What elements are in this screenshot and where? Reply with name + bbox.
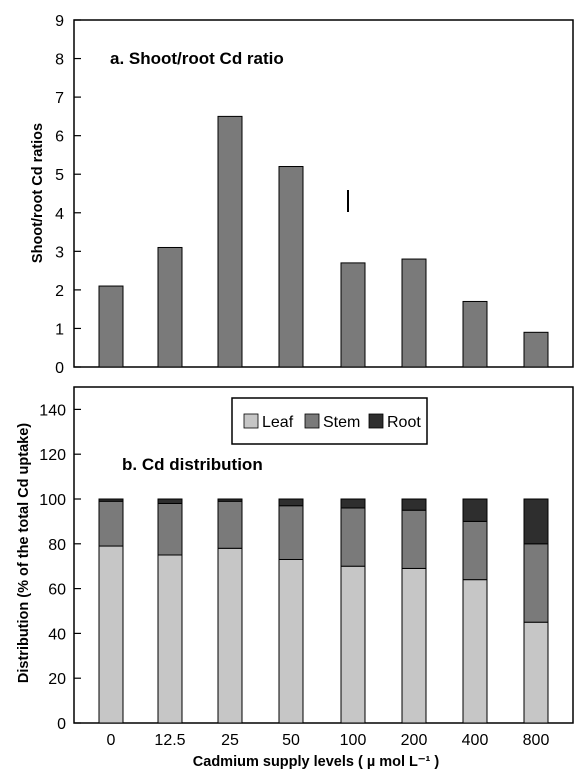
- bar-root-100: [340, 498, 366, 509]
- legend-label-leaf: Leaf: [262, 414, 294, 431]
- legend-swatch-root: [368, 413, 384, 429]
- panel-a-ytick-label: 5: [55, 167, 64, 184]
- x-tick-label: 800: [523, 732, 550, 749]
- panel-a-ytick-label: 9: [55, 13, 64, 30]
- legend-box: [231, 397, 428, 445]
- bar-leaf-400: [462, 579, 488, 724]
- bar-ratio-800: [523, 331, 549, 368]
- panel-b-ytick-label: 60: [48, 582, 66, 599]
- bar-ratio-50: [278, 166, 304, 368]
- bar-stem-200: [401, 509, 427, 569]
- bar-root-0: [98, 498, 124, 502]
- panel-a-ytick-label: 2: [55, 283, 64, 300]
- panel-a-ytick-label: 4: [55, 206, 64, 223]
- legend-label-root: Root: [387, 414, 421, 431]
- panel-a-ytick-label: 0: [55, 360, 64, 377]
- panel-b: b. Cd distribution Distribution (% of th…: [16, 386, 574, 770]
- bar-root-25: [217, 498, 243, 502]
- bar-stem-400: [462, 520, 488, 581]
- panel-a-ytick-label: 8: [55, 52, 64, 69]
- panel-a-frame: [73, 19, 574, 368]
- bar-leaf-25: [217, 547, 243, 724]
- panel-b-frame: [73, 386, 574, 724]
- panel-a-ytick-label: 7: [55, 90, 64, 107]
- panel-b-ytick-label: 0: [57, 716, 66, 733]
- bar-ratio-12.5: [157, 246, 183, 368]
- bar-root-50: [278, 498, 304, 507]
- bar-ratio-400: [462, 300, 488, 368]
- bar-stem-0: [98, 500, 124, 547]
- panel-b-ytick-label: 40: [48, 626, 66, 643]
- legend-swatch-stem: [304, 413, 320, 429]
- bar-root-400: [462, 498, 488, 522]
- x-axis-title: Cadmium supply levels ( µ mol L⁻¹ ): [193, 754, 440, 770]
- x-tick-label: 50: [282, 732, 300, 749]
- panel-b-title: b. Cd distribution: [122, 455, 263, 474]
- panel-a-ytick-label: 3: [55, 244, 64, 261]
- bar-stem-100: [340, 507, 366, 567]
- panel-a-ytick-label: 6: [55, 129, 64, 146]
- panel-b-ytick-label: 100: [39, 492, 66, 509]
- x-tick-label: 200: [401, 732, 428, 749]
- panel-a: a. Shoot/root Cd ratio Shoot/root Cd rat…: [30, 13, 574, 377]
- bar-ratio-25: [217, 115, 243, 368]
- panel-b-ytick-label: 120: [39, 447, 66, 464]
- bar-root-200: [401, 498, 427, 511]
- panel-a-bars: [98, 115, 549, 368]
- panel-b-y-axis: 0 20 40 60 80 100 120 140: [39, 402, 81, 733]
- bar-ratio-100: [340, 262, 366, 368]
- bar-leaf-50: [278, 558, 304, 724]
- bar-root-800: [523, 498, 549, 545]
- panel-b-ylabel: Distribution (% of the total Cd uptake): [16, 423, 32, 683]
- x-tick-label: 0: [107, 732, 116, 749]
- panel-b-bars: [98, 498, 549, 724]
- bar-stem-50: [278, 505, 304, 560]
- x-tick-label: 25: [221, 732, 239, 749]
- legend: Leaf Stem Root: [231, 397, 428, 445]
- bar-stem-25: [217, 500, 243, 549]
- bar-leaf-12.5: [157, 554, 183, 724]
- panel-a-ytick-label: 1: [55, 321, 64, 338]
- panel-a-ylabel: Shoot/root Cd ratios: [30, 123, 46, 263]
- bar-stem-800: [523, 543, 549, 623]
- bar-leaf-0: [98, 545, 124, 724]
- bar-leaf-800: [523, 621, 549, 724]
- legend-swatch-leaf: [243, 413, 259, 429]
- panel-b-ytick-label: 140: [39, 402, 66, 419]
- panel-a-y-axis: 0 1 2 3 4 5 6 7 8 9: [55, 13, 81, 377]
- bar-stem-12.5: [157, 502, 183, 556]
- x-axis-categories: 0 12.5 25 50 100 200 400 800: [107, 732, 550, 749]
- x-tick-label: 100: [340, 732, 367, 749]
- x-tick-label: 400: [462, 732, 489, 749]
- legend-label-stem: Stem: [323, 414, 360, 431]
- bar-leaf-200: [401, 567, 427, 724]
- panel-b-ytick-label: 20: [48, 671, 66, 688]
- bar-leaf-100: [340, 565, 366, 724]
- bar-ratio-200: [401, 258, 427, 368]
- panel-b-ytick-label: 80: [48, 537, 66, 554]
- panel-a-title: a. Shoot/root Cd ratio: [110, 49, 284, 68]
- bar-root-12.5: [157, 498, 183, 504]
- bar-ratio-0: [98, 285, 124, 368]
- x-tick-label: 12.5: [154, 732, 185, 749]
